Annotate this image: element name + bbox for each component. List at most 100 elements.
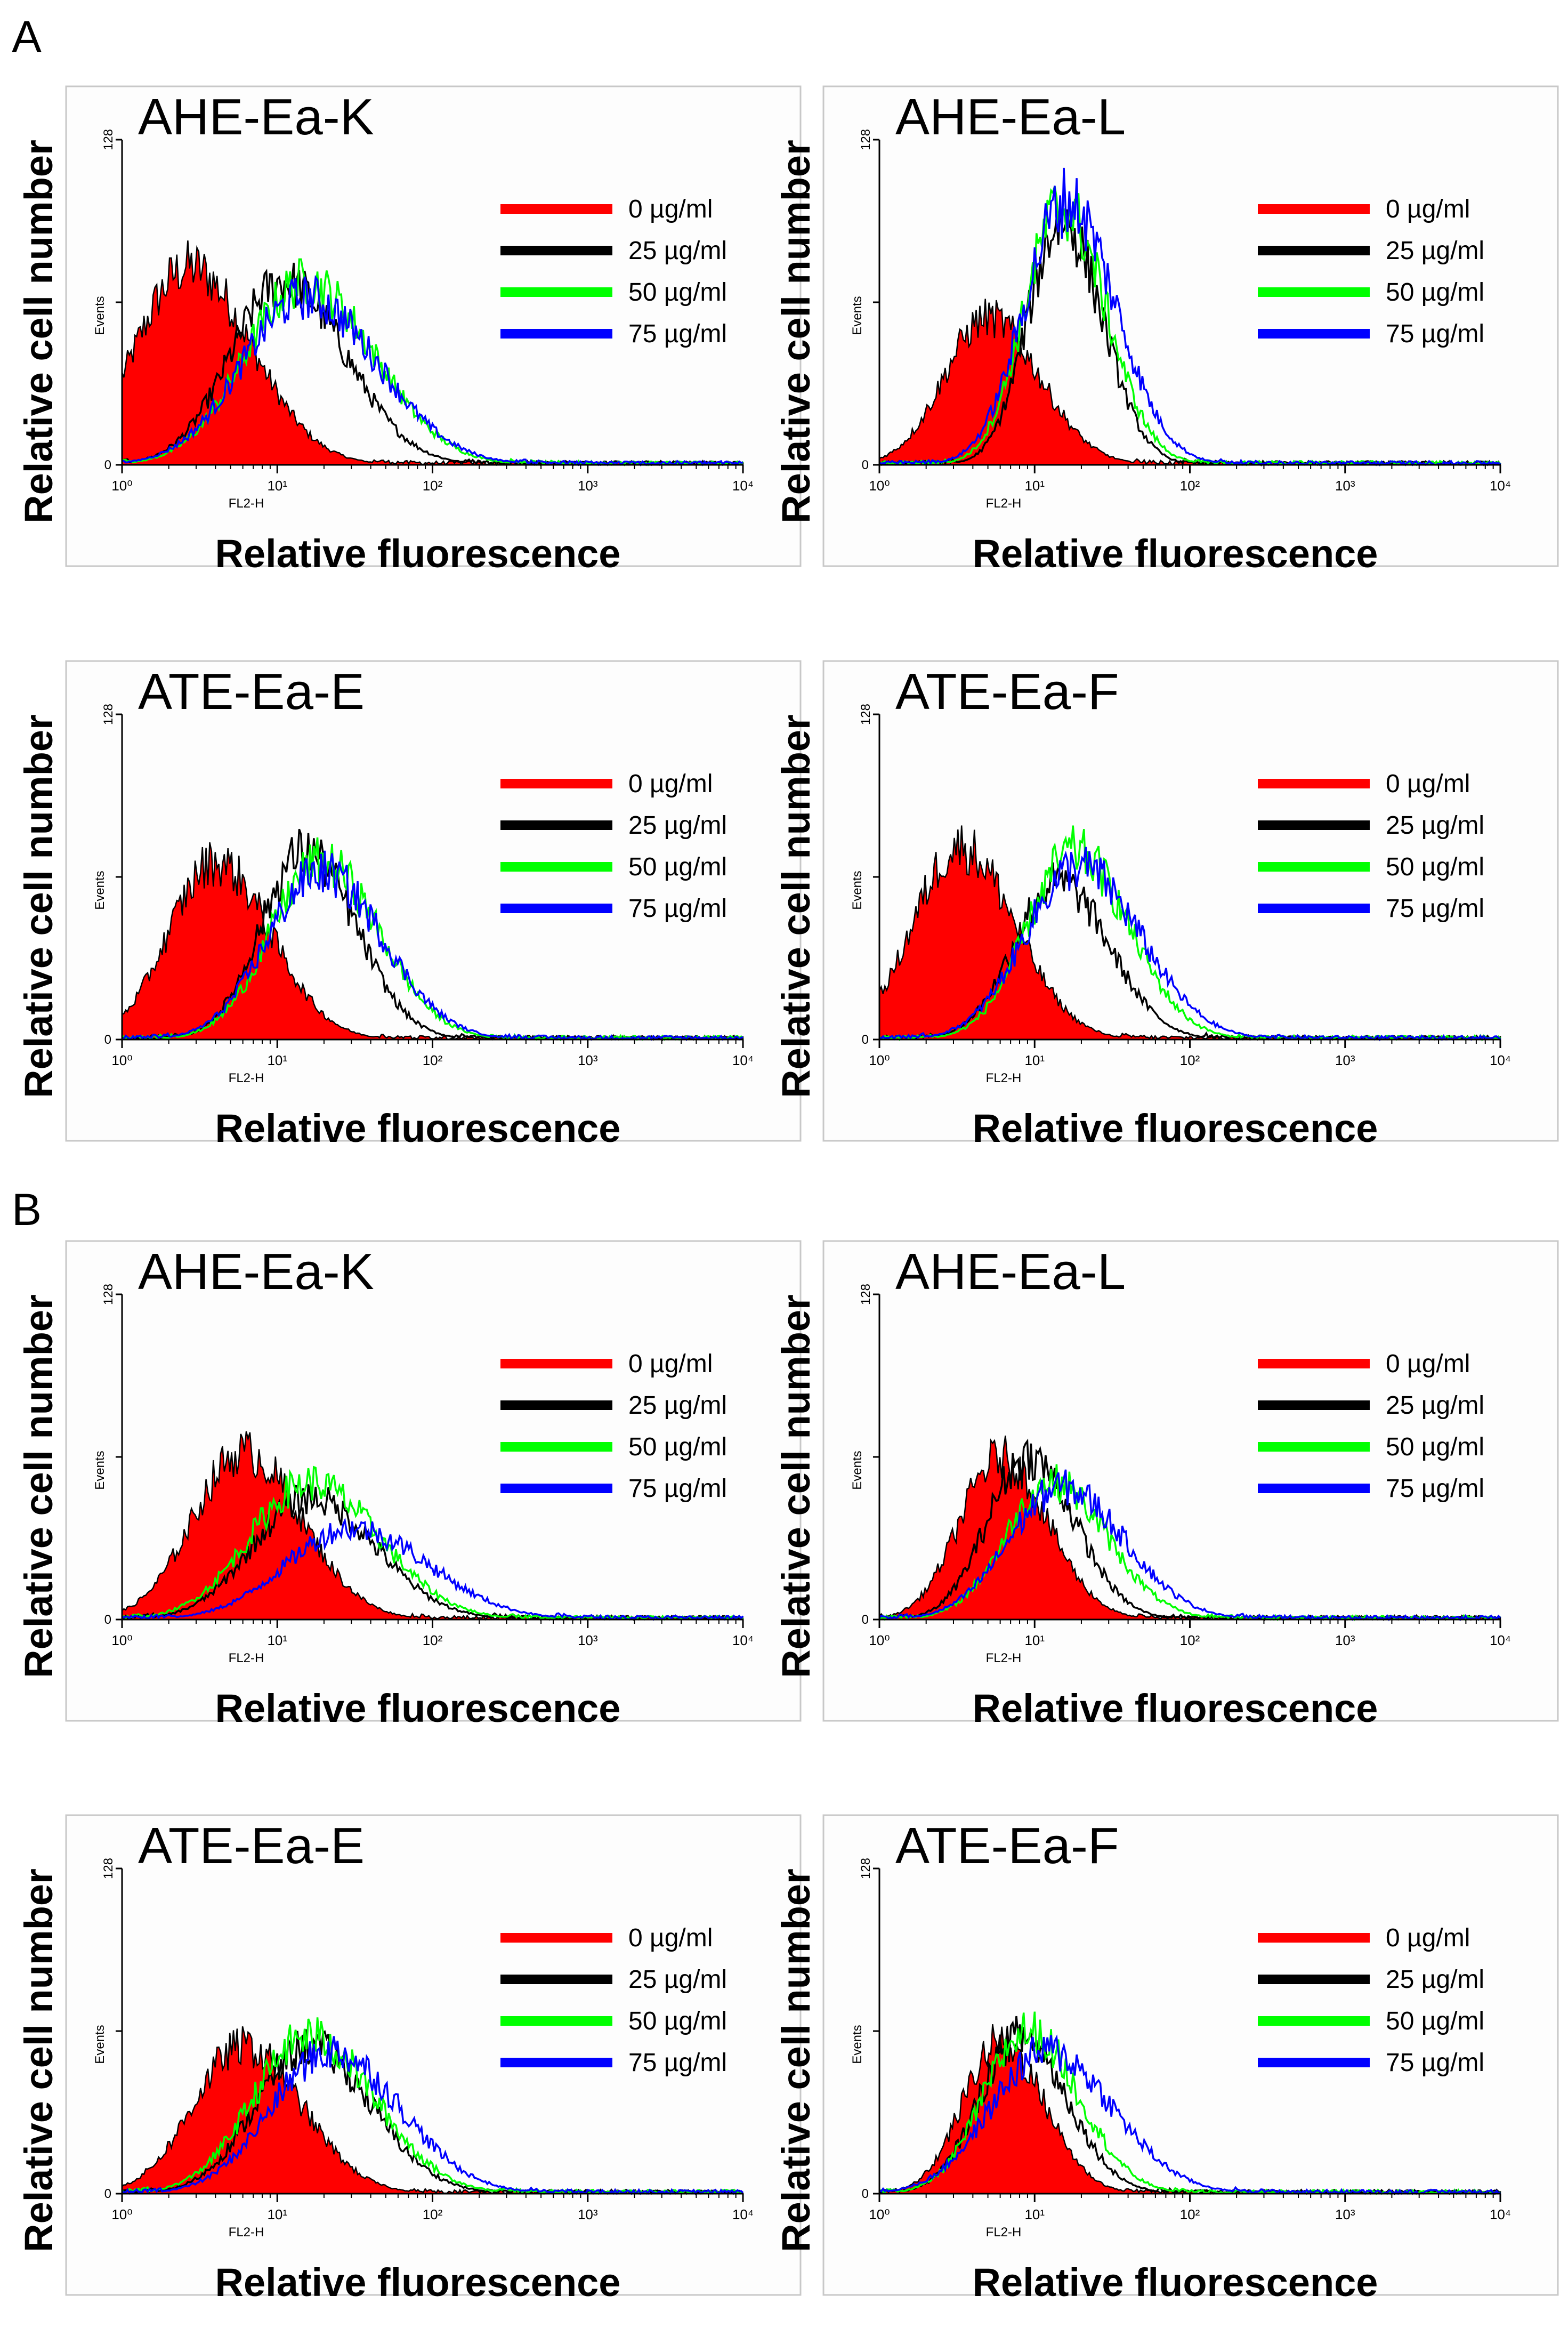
series-line: [878, 847, 1501, 1042]
x-tick-label: 10¹: [267, 478, 287, 494]
legend-label: 75 µg/ml: [628, 895, 727, 923]
x-tick-label: 10⁴: [1490, 2206, 1511, 2222]
x-tick-label: 10²: [1180, 2206, 1200, 2222]
series-line: [878, 1469, 1501, 1622]
chart-title: AHE-Ea-K: [138, 88, 374, 146]
x-axis-title: Relative fluorescence: [973, 1686, 1378, 1730]
instrument-y-label: Events: [850, 2025, 864, 2064]
x-tick-label: 10²: [423, 1632, 443, 1648]
x-axis-title: Relative fluorescence: [215, 1106, 621, 1150]
x-tick-label: 10¹: [1024, 2206, 1045, 2222]
y-axis-title: Relative cell number: [17, 140, 61, 523]
chart-frame: [822, 85, 1559, 567]
chart-title: AHE-Ea-K: [138, 1243, 374, 1300]
instrument-x-label: FL2-H: [229, 1651, 264, 1665]
x-tick-label: 10³: [578, 2206, 598, 2222]
y-tick-label: 0: [104, 1613, 111, 1627]
x-tick-label: 10⁰: [111, 478, 132, 494]
y-tick-label: 0: [104, 1033, 111, 1047]
instrument-x-label: FL2-H: [229, 2225, 264, 2240]
x-tick-label: 10¹: [267, 1052, 287, 1068]
legend-label: 0 µg/ml: [628, 1924, 713, 1952]
x-tick-label: 10⁴: [732, 2206, 754, 2222]
legend-label: 50 µg/ml: [1386, 853, 1484, 881]
legend-label: 50 µg/ml: [628, 1433, 727, 1461]
legend-label: 25 µg/ml: [628, 237, 727, 265]
chart-frame: [822, 1814, 1559, 2296]
series-line: [121, 1484, 743, 1621]
instrument-y-label: Events: [93, 2025, 107, 2064]
x-tick-label: 10²: [1180, 1052, 1200, 1068]
legend-label: 50 µg/ml: [1386, 1433, 1484, 1461]
y-tick-label: 0: [104, 458, 111, 472]
x-axis-title: Relative fluorescence: [215, 2260, 621, 2305]
y-axis-title: Relative cell number: [774, 1294, 818, 1678]
chart-7: 10⁰ 10¹ 10² 10³ 10⁴ 0 128 FL2-H Events Relative f…: [17, 1814, 802, 2305]
legend-label: 25 µg/ml: [628, 1965, 727, 1994]
x-tick-label: 10⁴: [732, 1052, 754, 1068]
legend-label: 75 µg/ml: [628, 2049, 727, 2077]
x-axis-title: Relative fluorescence: [973, 1106, 1378, 1150]
legend-label: 75 µg/ml: [628, 1475, 727, 1503]
chart-8: 10⁰ 10¹ 10² 10³ 10⁴ 0 128 FL2-H Events Relative f…: [774, 1814, 1559, 2305]
y-axis-title: Relative cell number: [17, 1868, 61, 2252]
x-tick-label: 10⁰: [111, 1632, 132, 1648]
x-tick-label: 10³: [1335, 2206, 1355, 2222]
y-tick-label: 0: [862, 2187, 869, 2201]
chart-frame: [65, 1240, 802, 1722]
x-tick-label: 10¹: [267, 2206, 287, 2222]
legend-label: 25 µg/ml: [1386, 237, 1484, 265]
x-tick-label: 10³: [1335, 1052, 1355, 1068]
legend-label: 0 µg/ml: [1386, 770, 1470, 798]
x-tick-label: 10⁰: [869, 478, 890, 494]
chart-2: 10⁰ 10¹ 10² 10³ 10⁴ 0 128 FL2-H Events Relative f…: [774, 85, 1559, 576]
instrument-x-label: FL2-H: [229, 496, 264, 511]
legend-label: 25 µg/ml: [1386, 811, 1484, 840]
legend-label: 25 µg/ml: [1386, 1965, 1484, 1994]
x-tick-label: 10¹: [1024, 1632, 1045, 1648]
chart-title: ATE-Ea-F: [895, 1817, 1119, 1874]
y-axis-title: Relative cell number: [774, 714, 818, 1098]
series-line: [122, 2036, 744, 2196]
series-line: [879, 2034, 1501, 2195]
chart-title: AHE-Ea-L: [895, 88, 1126, 146]
chart-title: ATE-Ea-E: [138, 1817, 365, 1874]
x-tick-label: 10⁴: [1490, 1052, 1511, 1068]
x-axis-title: Relative fluorescence: [973, 2260, 1378, 2305]
x-tick-label: 10²: [423, 2206, 443, 2222]
legend-label: 50 µg/ml: [1386, 2007, 1484, 2035]
y-axis-title: Relative cell number: [17, 1294, 61, 1678]
chart-frame: [822, 1240, 1559, 1722]
series-line: [122, 1517, 744, 1621]
legend-label: 75 µg/ml: [1386, 320, 1484, 348]
legend-label: 0 µg/ml: [1386, 195, 1470, 223]
x-tick-label: 10¹: [1024, 478, 1045, 494]
y-axis-title: Relative cell number: [774, 1868, 818, 2252]
x-tick-label: 10¹: [1024, 1052, 1045, 1068]
x-tick-label: 10³: [578, 1632, 598, 1648]
panel-letter-a: A: [12, 12, 42, 62]
chart-3: 10⁰ 10¹ 10² 10³ 10⁴ 0 128 FL2-H Events Relative f…: [17, 660, 802, 1150]
x-tick-label: 10¹: [267, 1632, 287, 1648]
x-tick-label: 10⁴: [1490, 478, 1511, 494]
instrument-x-label: FL2-H: [986, 2225, 1022, 2240]
legend-label: 75 µg/ml: [1386, 895, 1484, 923]
x-tick-label: 10²: [1180, 478, 1200, 494]
legend-label: 25 µg/ml: [628, 811, 727, 840]
chart-4: 10⁰ 10¹ 10² 10³ 10⁴ 0 128 FL2-H Events Relative f…: [774, 660, 1559, 1150]
x-tick-label: 10³: [1335, 478, 1355, 494]
x-tick-label: 10⁰: [869, 2206, 890, 2222]
legend-label: 0 µg/ml: [1386, 1350, 1470, 1378]
x-tick-label: 10³: [578, 1052, 598, 1068]
instrument-y-label: Events: [93, 1451, 107, 1489]
instrument-x-label: FL2-H: [986, 1071, 1022, 1085]
chart-frame: [65, 1814, 802, 2296]
x-tick-label: 10⁴: [732, 478, 754, 494]
instrument-y-label: Events: [93, 871, 107, 909]
legend-label: 0 µg/ml: [628, 1350, 713, 1378]
legend-label: 50 µg/ml: [628, 853, 727, 881]
x-tick-label: 10⁰: [869, 1052, 890, 1068]
legend-label: 50 µg/ml: [1386, 278, 1484, 307]
legend-label: 75 µg/ml: [1386, 2049, 1484, 2077]
